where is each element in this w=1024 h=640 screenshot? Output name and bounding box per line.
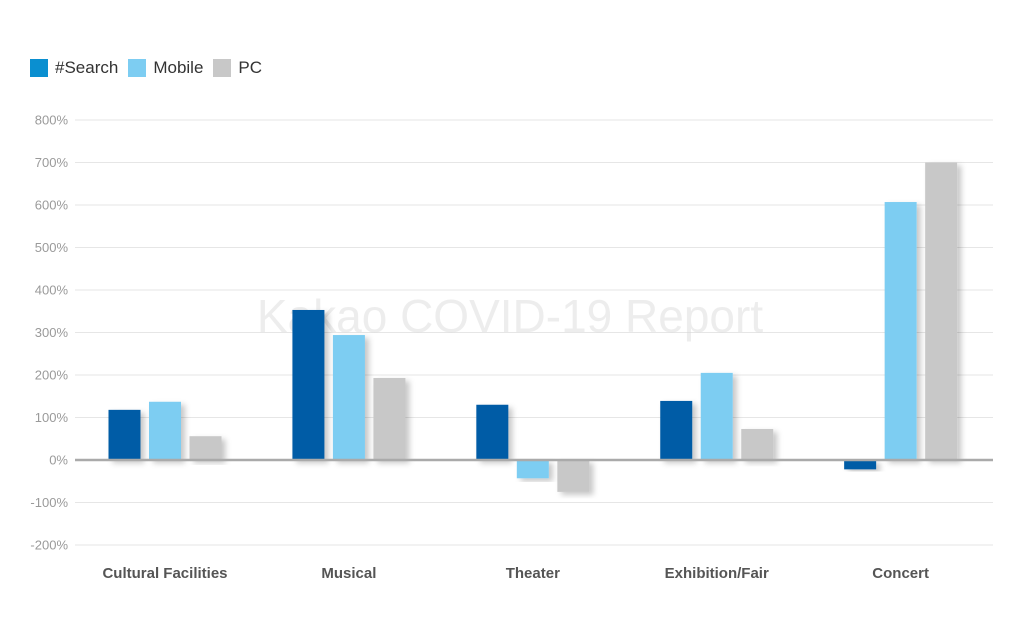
bar-search-2 [476, 404, 509, 460]
legend-label-search: #Search [55, 58, 119, 77]
x-category-label: Musical [321, 565, 376, 582]
bar-search-0 [108, 409, 141, 460]
y-tick-label: 0% [49, 453, 68, 468]
bar-pc-3 [741, 428, 774, 460]
bar-search-1 [292, 309, 325, 460]
y-tick-label: -200% [30, 538, 68, 553]
y-tick-label: 500% [35, 240, 69, 255]
y-tick-label: 100% [35, 410, 69, 425]
y-tick-label: 200% [35, 368, 69, 383]
x-category-label: Exhibition/Fair [665, 565, 769, 582]
x-category-label: Cultural Facilities [102, 565, 227, 582]
bar-mobile-1 [332, 335, 365, 460]
bar-pc-4 [925, 162, 958, 460]
bar-pc-1 [373, 377, 406, 460]
legend-label-pc: PC [238, 58, 263, 77]
legend-swatch-mobile [128, 59, 147, 77]
bar-mobile-3 [700, 372, 733, 460]
bar-pc-0 [189, 436, 222, 460]
y-tick-label: 700% [35, 155, 69, 170]
legend-item-search: #Search [30, 58, 118, 78]
legend-label-mobile: Mobile [153, 58, 204, 77]
bar-mobile-0 [149, 401, 181, 460]
x-category-label: Theater [506, 565, 560, 582]
legend-item-pc: PC [213, 58, 262, 78]
legend-swatch-search [30, 59, 48, 77]
legend-swatch-pc [213, 59, 232, 77]
watermark-text: Kakao COVID-19 Report [257, 290, 763, 342]
legend: #Search Mobile PC [30, 58, 272, 78]
y-tick-label: 600% [35, 198, 69, 213]
bar-search-4 [844, 460, 877, 470]
y-tick-label: -100% [30, 495, 68, 510]
bar-mobile-2 [516, 460, 549, 479]
bar-mobile-4 [884, 202, 917, 460]
bar-search-3 [660, 400, 693, 460]
y-tick-label: 400% [35, 283, 69, 298]
bar-pc-2 [557, 460, 590, 492]
legend-item-mobile: Mobile [128, 58, 203, 78]
x-category-label: Concert [872, 565, 929, 582]
y-tick-label: 300% [35, 325, 69, 340]
y-tick-label: 800% [35, 113, 69, 128]
